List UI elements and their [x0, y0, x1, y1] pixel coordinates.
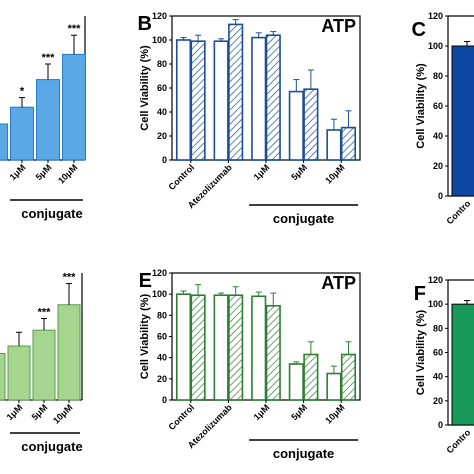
- y-tick-label: 100: [428, 41, 443, 51]
- x-tick-label: 5μM: [34, 162, 54, 182]
- bar-hatched: [190, 40, 206, 161]
- conjugate-label: conjugate: [21, 439, 82, 454]
- y-tick-label: 80: [433, 323, 443, 333]
- y-tick-label: 60: [157, 83, 167, 93]
- y-tick-label: 20: [157, 374, 167, 384]
- y-tick-label: 20: [157, 131, 167, 141]
- y-tick-label: 40: [433, 372, 443, 382]
- y-tick-label: 120: [152, 268, 167, 278]
- x-tick-label: 10μM: [51, 402, 74, 425]
- x-tick-label: 5μM: [289, 162, 309, 182]
- y-axis-label: Cell Viability (%): [139, 45, 151, 131]
- bar-solid: [213, 294, 229, 401]
- y-tick-label: 120: [428, 11, 443, 21]
- y-tick-label: 120: [428, 275, 443, 285]
- y-tick-label: 60: [433, 348, 443, 358]
- y-tick-label: 0: [162, 395, 167, 405]
- bar-solid: [251, 36, 267, 161]
- y-tick-label: 80: [157, 59, 167, 69]
- bar-hatched: [228, 23, 244, 161]
- bar-hatched: [228, 294, 244, 401]
- significance-marker: ***: [38, 307, 52, 319]
- bar-solid: [288, 90, 304, 161]
- x-tick-label: 5μM: [30, 402, 50, 422]
- y-tick-label: 100: [428, 299, 443, 309]
- bar-hatched: [303, 353, 319, 401]
- panel-label: C: [412, 19, 426, 41]
- panel-label: B: [138, 13, 152, 35]
- significance-marker: ***: [63, 272, 77, 284]
- y-tick-label: 100: [152, 35, 167, 45]
- assay-label: ATP: [321, 273, 356, 293]
- y-tick-label: 0: [162, 155, 167, 165]
- y-tick-label: 40: [157, 353, 167, 363]
- x-tick-label: 10μM: [323, 402, 346, 425]
- bar-hatched: [265, 34, 281, 161]
- y-tick-label: 120: [152, 11, 167, 21]
- x-tick-label: 1μM: [252, 402, 272, 422]
- y-axis-label: Cell Viability (%): [415, 63, 427, 149]
- bar: [10, 106, 34, 161]
- significance-marker: ***: [42, 52, 56, 64]
- significance-marker: ***: [68, 23, 82, 35]
- bar-solid: [213, 40, 229, 161]
- bar: [57, 304, 81, 401]
- bar: [451, 303, 474, 426]
- y-tick-label: 80: [433, 71, 443, 81]
- y-tick-label: 20: [433, 161, 443, 171]
- bar: [62, 53, 86, 161]
- y-tick-label: 100: [152, 289, 167, 299]
- x-tick-label: Contro: [444, 427, 472, 455]
- y-axis-label: Cell Viability (%): [415, 309, 427, 395]
- assay-label: ATP: [321, 16, 356, 36]
- significance-marker: *: [20, 86, 25, 98]
- panel-label: F: [414, 283, 426, 305]
- y-tick-label: 80: [157, 310, 167, 320]
- bar-hatched: [303, 88, 319, 161]
- y-tick-label: 60: [433, 101, 443, 111]
- conjugate-label: conjugate: [21, 206, 82, 221]
- bar-solid: [326, 372, 342, 401]
- bar-solid: [175, 39, 192, 161]
- x-tick-label: Control: [167, 162, 197, 192]
- x-tick-label: 1μM: [252, 162, 272, 182]
- conjugate-label: conjugate: [273, 211, 334, 226]
- bar-solid: [251, 295, 267, 401]
- x-tick-label: 1μM: [5, 402, 25, 422]
- y-tick-label: 0: [438, 191, 443, 201]
- bar-solid: [288, 363, 304, 401]
- bar-cropped: [0, 352, 6, 401]
- bar-hatched: [265, 305, 281, 401]
- x-tick-label: Control: [167, 402, 197, 432]
- bar: [451, 45, 474, 197]
- conjugate-label: conjugate: [273, 446, 334, 461]
- bar-solid: [175, 293, 192, 401]
- y-tick-label: 40: [157, 107, 167, 117]
- y-axis-label: Cell Viability (%): [139, 293, 151, 379]
- bar-solid: [326, 129, 342, 161]
- bar-cropped: [0, 123, 8, 161]
- x-tick-label: 10μM: [56, 162, 79, 185]
- x-tick-label: Contro: [444, 198, 472, 226]
- y-tick-label: 20: [433, 396, 443, 406]
- bar: [32, 329, 56, 401]
- y-tick-label: 60: [157, 332, 167, 342]
- bar-hatched: [190, 294, 206, 401]
- y-tick-label: 0: [438, 420, 443, 430]
- bar-hatched: [340, 126, 357, 161]
- panel-label: E: [139, 270, 152, 292]
- x-tick-label: 5μM: [289, 402, 309, 422]
- bar: [7, 345, 31, 401]
- x-tick-label: 10μM: [323, 162, 346, 185]
- y-tick-label: 40: [433, 131, 443, 141]
- bar: [36, 79, 60, 161]
- bar-hatched: [340, 353, 357, 401]
- x-tick-label: 1μM: [8, 162, 28, 182]
